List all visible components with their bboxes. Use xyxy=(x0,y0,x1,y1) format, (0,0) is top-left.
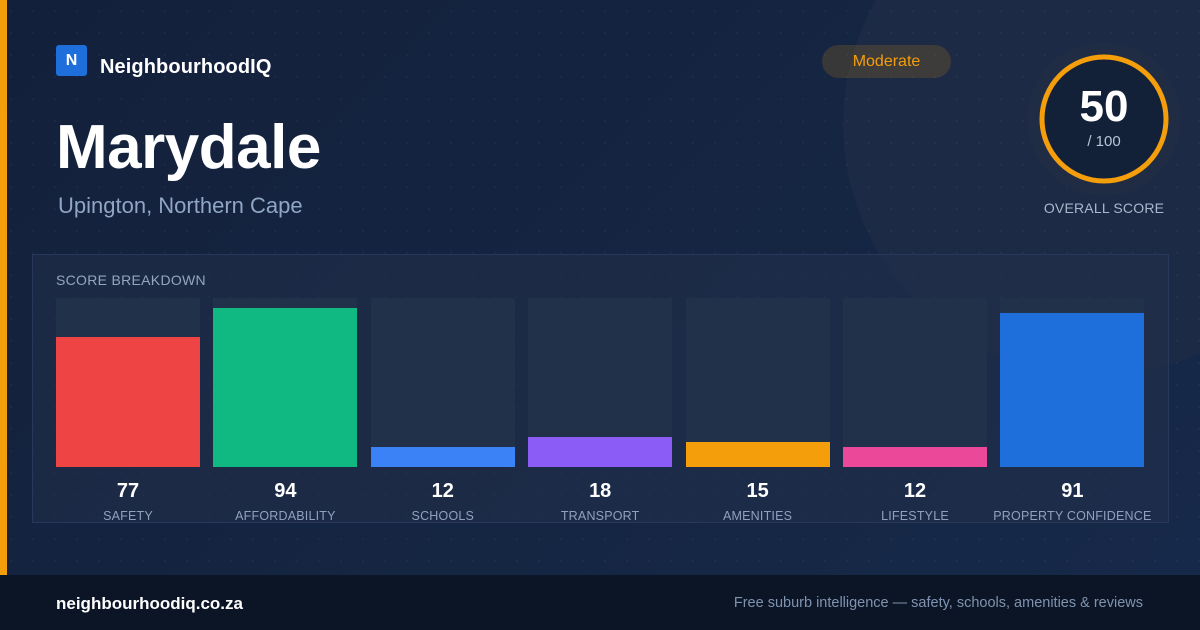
suburb-title: Marydale xyxy=(56,113,321,182)
breakdown-title: SCORE BREAKDOWN xyxy=(56,272,206,288)
share-card: N NeighbourhoodIQ Marydale Upington, Nor… xyxy=(0,0,1200,575)
bar-track xyxy=(685,298,830,467)
brand-logo-icon: N xyxy=(56,45,87,76)
bar-fill xyxy=(843,446,987,467)
bar-track xyxy=(56,298,200,467)
bar-track xyxy=(528,298,673,467)
bar-fill xyxy=(1000,313,1145,467)
bar-label: SAFETY xyxy=(103,509,153,523)
bar-value: 77 xyxy=(116,480,140,502)
bar-label: SCHOOLS xyxy=(411,509,475,523)
accent-stripe xyxy=(0,0,7,575)
bar-track xyxy=(843,298,987,467)
score-ring-graphic xyxy=(1027,42,1181,196)
overall-score-value: 50 xyxy=(1079,82,1129,131)
footer: neighbourhoodiq.co.za Free suburb intell… xyxy=(0,575,1200,630)
bar-label: AMENITIES xyxy=(723,509,793,523)
bar-label: LIFESTYLE xyxy=(881,509,949,523)
bar-value: 12 xyxy=(431,480,454,502)
footer-domain[interactable]: neighbourhoodiq.co.za xyxy=(56,594,243,613)
bar-value: 91 xyxy=(1061,480,1084,502)
bar-value: 94 xyxy=(274,480,297,502)
bar-value: 15 xyxy=(746,480,769,502)
bar-fill xyxy=(213,308,358,467)
rating-badge: Moderate xyxy=(822,45,951,78)
bar-value: 18 xyxy=(589,480,612,502)
bar-fill xyxy=(528,436,673,467)
bar-fill xyxy=(370,446,515,467)
bar-track xyxy=(370,298,515,467)
bar-fill xyxy=(56,336,200,467)
overall-score-ring: 50 / 100 xyxy=(1027,42,1181,196)
overall-score-label: OVERALL SCORE xyxy=(1043,200,1165,216)
bar-label: TRANSPORT xyxy=(560,509,640,523)
bar-track xyxy=(1000,298,1145,467)
bar-fill xyxy=(685,441,830,467)
footer-tagline: Free suburb intelligence — safety, schoo… xyxy=(733,595,1143,611)
bar-value: 12 xyxy=(903,480,927,502)
score-breakdown-panel: SCORE BREAKDOWN 77 SAFETY 94 AFFORDABILITY 1… xyxy=(32,254,1169,523)
bar-label: AFFORDABILITY xyxy=(235,509,336,523)
overall-score-max: / 100 xyxy=(1087,133,1121,150)
suburb-location: Upington, Northern Cape xyxy=(58,193,303,218)
bar-track xyxy=(213,298,358,467)
brand-name: NeighbourhoodIQ xyxy=(100,56,272,78)
bar-label: PROPERTY CONFIDENCE xyxy=(993,509,1152,523)
